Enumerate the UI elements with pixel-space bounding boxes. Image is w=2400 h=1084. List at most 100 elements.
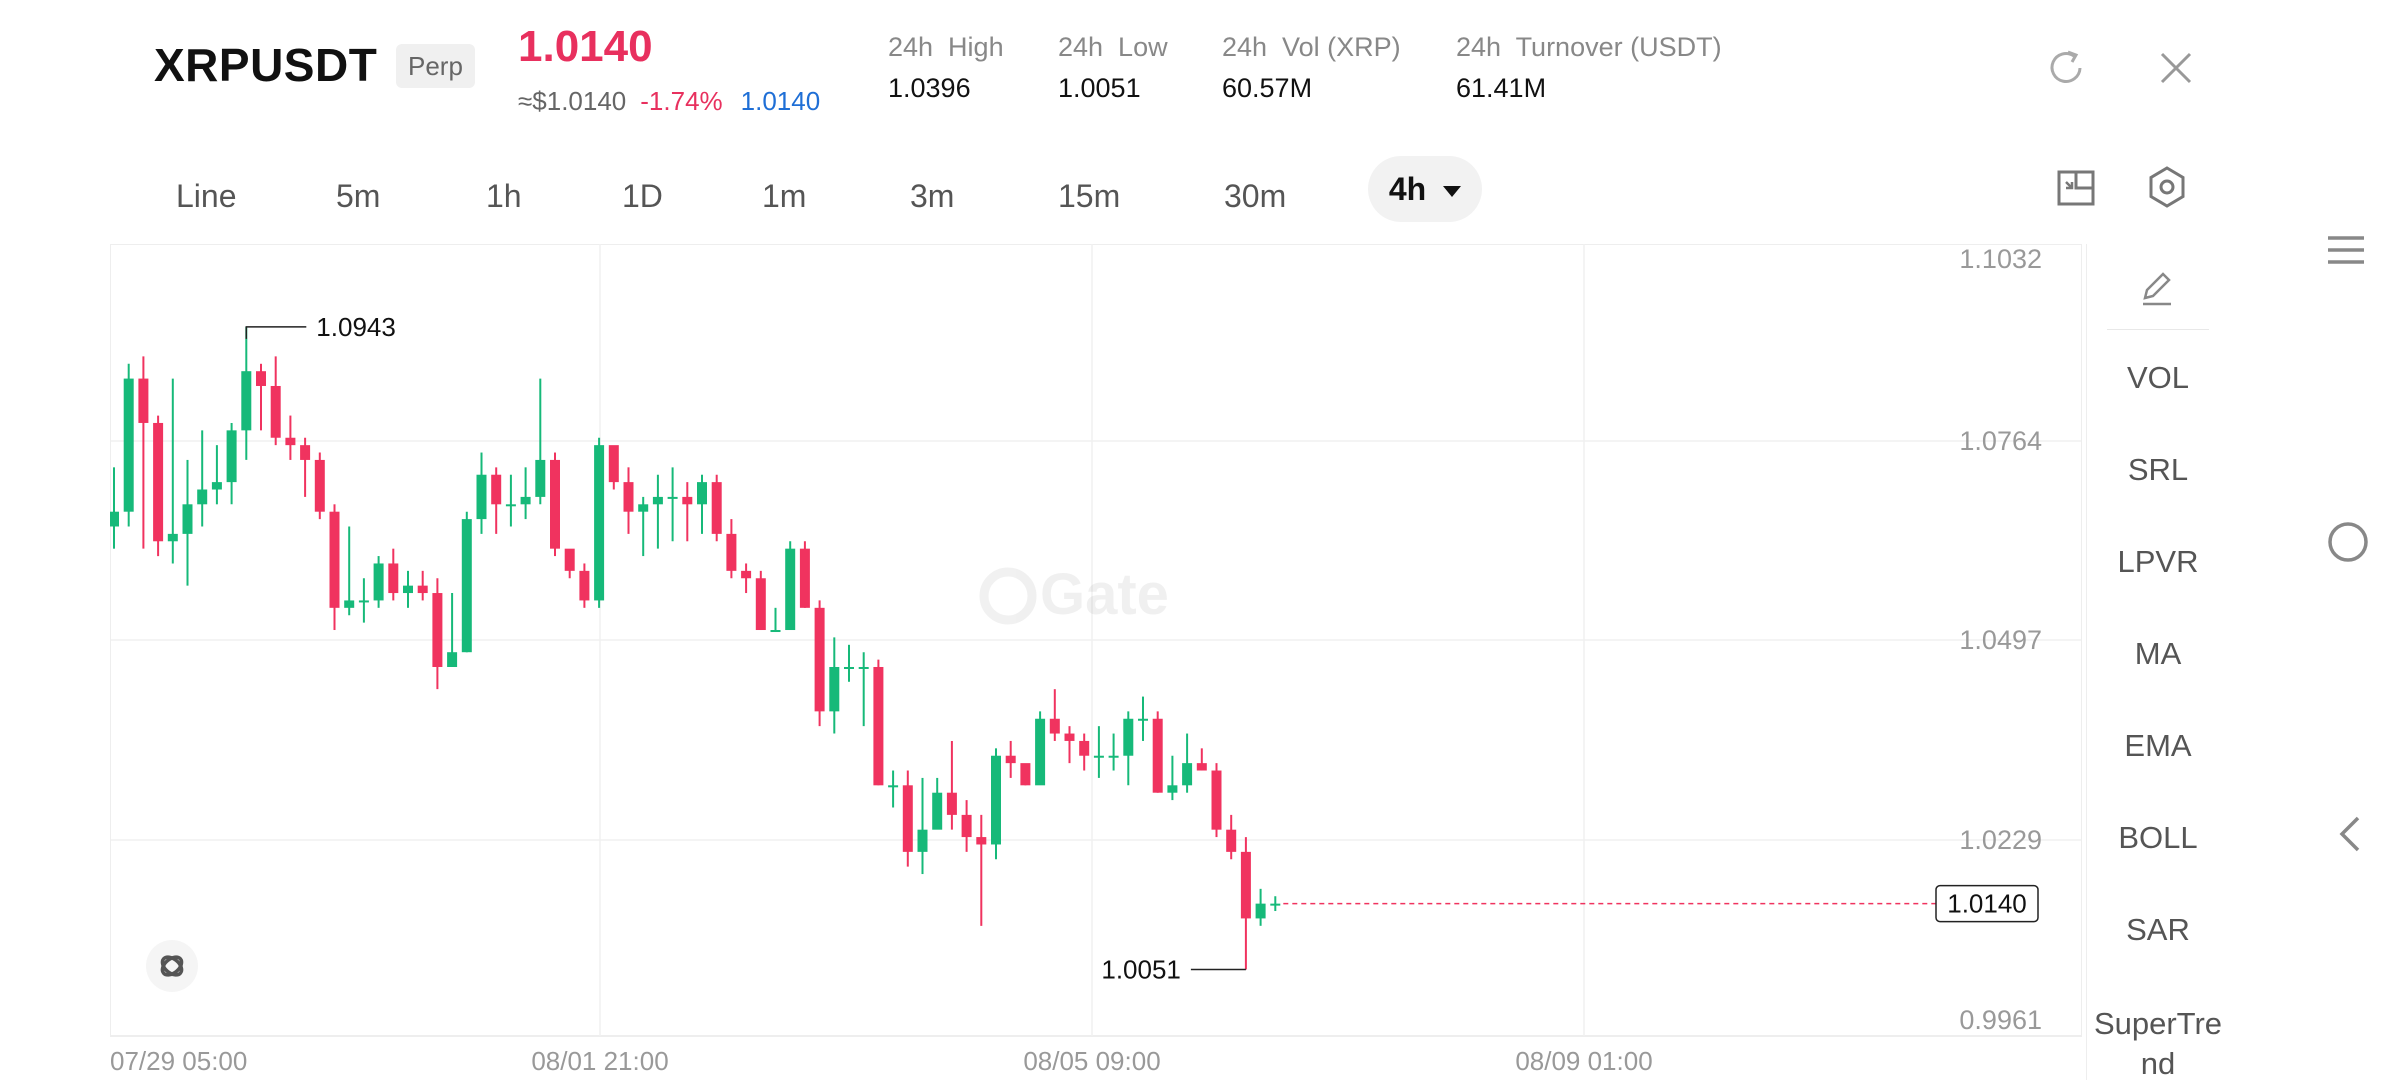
candle xyxy=(123,363,134,527)
y-tick-label: 1.0764 xyxy=(1959,426,2042,456)
stat-label: 24h Turnover (USDT) xyxy=(1456,32,1722,62)
candle-body xyxy=(976,837,987,845)
y-tick-label: 1.1032 xyxy=(1959,244,2042,274)
candle-body xyxy=(329,511,340,608)
candle xyxy=(741,563,752,594)
indicator-supertrend[interactable]: SuperTrend xyxy=(2093,1006,2223,1081)
candle xyxy=(197,430,208,527)
candle-body xyxy=(241,371,252,431)
interval-tab-1h[interactable]: 1h xyxy=(486,178,522,214)
indicator-srl[interactable]: SRL xyxy=(2127,452,2189,487)
candle-body xyxy=(873,666,884,786)
candle-body xyxy=(256,371,266,386)
y-tick-label: 1.0497 xyxy=(1959,625,2042,655)
close-icon[interactable] xyxy=(2154,46,2198,90)
candle xyxy=(858,652,869,727)
interval-tab-3m[interactable]: 3m xyxy=(910,178,955,214)
candle xyxy=(888,770,899,808)
indicator-lpvr[interactable]: LPVR xyxy=(2117,544,2199,579)
candle-body xyxy=(564,548,575,571)
candle xyxy=(1226,814,1237,860)
candle-body xyxy=(388,563,399,594)
candle xyxy=(726,519,737,579)
candle-body xyxy=(285,437,296,446)
stat-value: 1.0396 xyxy=(888,73,971,103)
candle xyxy=(976,814,987,926)
change-percent: -1.74% xyxy=(640,86,723,116)
candle xyxy=(1138,696,1148,741)
interval-tab-15m[interactable]: 15m xyxy=(1058,178,1121,214)
min-price-label: 1.0051 xyxy=(1101,954,1181,984)
back-icon[interactable] xyxy=(2332,812,2366,856)
y-tick-label: 1.0229 xyxy=(1959,825,2042,855)
interval-tab-5m[interactable]: 5m xyxy=(336,178,381,214)
candle-body xyxy=(1167,785,1178,793)
indicator-vol[interactable]: VOL xyxy=(2126,360,2190,395)
candle xyxy=(638,496,649,557)
candle-body xyxy=(770,630,781,633)
stat-label: 24h High xyxy=(888,32,1004,62)
candle xyxy=(829,637,840,734)
interval-tab-1m[interactable]: 1m xyxy=(762,178,807,214)
settings-icon[interactable] xyxy=(2144,164,2190,210)
candle-body xyxy=(1064,733,1075,741)
candle-body xyxy=(110,511,119,527)
interval-tab-line[interactable]: Line xyxy=(176,178,237,214)
chart-annotations: 1.0943 1.0051 1.0140 xyxy=(245,312,2039,984)
last-price-box xyxy=(1935,884,2039,923)
candle xyxy=(300,437,311,497)
candle xyxy=(652,474,663,549)
candle-body xyxy=(1093,755,1104,758)
candle xyxy=(226,422,237,505)
indicator-ma[interactable]: MA xyxy=(2134,636,2182,671)
max-price-label: 1.0943 xyxy=(316,312,396,342)
candle xyxy=(110,467,119,549)
candle xyxy=(461,511,472,653)
stat-label: 24h Low xyxy=(1058,32,1168,62)
interval-tab-4h-selected[interactable]: 4h xyxy=(1368,156,1482,222)
refresh-icon[interactable] xyxy=(2044,46,2088,90)
candle-body xyxy=(461,519,472,653)
candle-body xyxy=(314,459,325,512)
menu-icon[interactable] xyxy=(2326,230,2366,270)
interval-tab-1d[interactable]: 1D xyxy=(622,178,663,214)
indicator-boll[interactable]: BOLL xyxy=(2118,820,2198,855)
home-icon[interactable] xyxy=(2326,520,2370,564)
max-leader-line xyxy=(245,326,307,339)
candle-body xyxy=(505,504,516,507)
candle-body xyxy=(491,474,502,505)
x-tick-label: 08/09 01:00 xyxy=(1515,1046,1652,1076)
fullscreen-icon[interactable] xyxy=(2054,166,2098,210)
candle xyxy=(697,474,707,534)
indicator-ema[interactable]: EMA xyxy=(2124,728,2192,763)
candle-body xyxy=(153,422,164,542)
candle-body xyxy=(741,570,752,579)
indicator-sar[interactable]: SAR xyxy=(2126,912,2190,947)
candle xyxy=(153,415,164,557)
candle xyxy=(1093,726,1104,778)
candle xyxy=(1108,733,1119,771)
candle xyxy=(667,467,678,542)
interval-tab-30m[interactable]: 30m xyxy=(1224,178,1287,214)
candle-body xyxy=(417,585,428,594)
stat-24h-turnover: 24h Turnover (USDT) 61.41M xyxy=(1456,32,1722,104)
edit-icon[interactable] xyxy=(2133,264,2181,312)
candle-body xyxy=(123,378,134,512)
candle xyxy=(799,541,810,608)
candle-body xyxy=(1152,718,1163,793)
candle xyxy=(902,770,913,867)
candle xyxy=(1196,748,1207,771)
candle-body xyxy=(858,666,869,669)
candle-body xyxy=(344,600,355,608)
y-tick-label: 0.9961 xyxy=(1959,1005,2042,1035)
candlestick-chart[interactable]: Gate 1.0943 1.0051 1.0140 1.1032 1.0764 1.… xyxy=(110,244,2082,1084)
candle xyxy=(314,452,325,520)
chart-logo-icon[interactable] xyxy=(146,940,198,992)
candle-body xyxy=(1049,718,1060,734)
candle xyxy=(1064,726,1075,764)
candle xyxy=(564,548,575,579)
candle-body xyxy=(226,430,237,483)
candle xyxy=(417,570,428,601)
candle-body xyxy=(167,533,178,542)
x-tick-label: 07/29 05:00 xyxy=(110,1046,247,1076)
